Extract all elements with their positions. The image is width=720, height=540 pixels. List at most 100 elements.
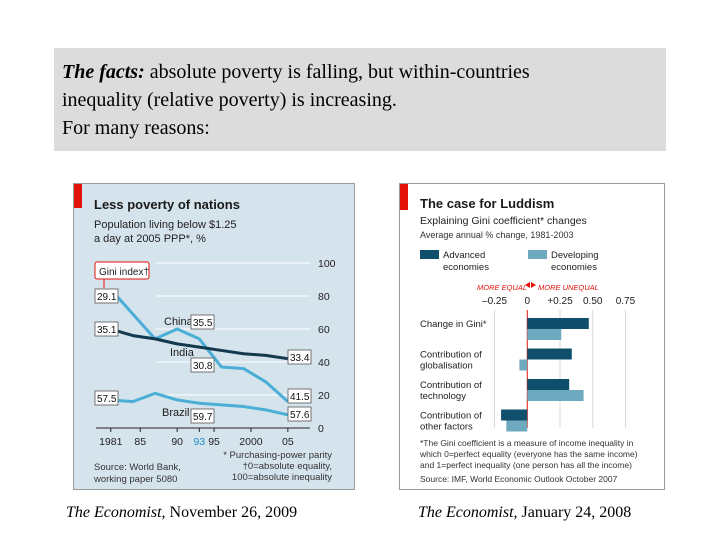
header-line-1: The facts: absolute poverty is falling, … bbox=[62, 58, 658, 86]
y-tick-label: 60 bbox=[318, 324, 330, 336]
value-box-text: 59.7 bbox=[193, 412, 213, 423]
x-tick-label: 90 bbox=[171, 436, 183, 448]
y-tick-label: 40 bbox=[318, 357, 330, 369]
y-tick-label: 80 bbox=[318, 291, 330, 303]
x-tick-label: 0.75 bbox=[616, 296, 636, 307]
direction-more-unequal: MORE UNEQUAL bbox=[538, 283, 599, 292]
value-box-35-5: 35.5 bbox=[190, 314, 215, 330]
luddism-footnote-3: and 1=perfect inequality (one person has… bbox=[420, 460, 632, 470]
bar-developing bbox=[519, 359, 528, 371]
legend-label-developing-1: Developing bbox=[551, 250, 599, 261]
category-label: Contribution of bbox=[420, 411, 482, 422]
gini-index-label: Gini index† bbox=[99, 267, 149, 278]
header-line-2: inequality (relative poverty) is increas… bbox=[62, 89, 397, 111]
value-box-59-7: 59.7 bbox=[190, 408, 215, 424]
poverty-chart-source-1: Source: World Bank, bbox=[94, 462, 181, 473]
luddism-chart-categories: Change in Gini* Contribution of globalisat… bbox=[420, 319, 487, 433]
bar-advanced bbox=[527, 379, 570, 390]
luddism-footnote-1: *The Gini coefficient is a measure of in… bbox=[420, 438, 634, 448]
poverty-chart-title: Less poverty of nations bbox=[94, 197, 240, 212]
poverty-chart-source-2: working paper 5080 bbox=[93, 474, 177, 485]
series-line-india bbox=[110, 327, 289, 361]
bar-developing bbox=[506, 420, 528, 432]
arrow-right-icon bbox=[531, 282, 536, 288]
series-line-china bbox=[109, 288, 289, 403]
bar-advanced bbox=[527, 318, 589, 329]
y-tick-label: 0 bbox=[318, 423, 324, 435]
legend-swatch-developing bbox=[528, 250, 547, 259]
series-label-china: China bbox=[164, 316, 194, 328]
value-box-text: 57.5 bbox=[97, 394, 117, 405]
poverty-chart-footnote-3: 100=absolute inequality bbox=[232, 472, 332, 483]
luddism-chart-subtitle-2: Average annual % change, 1981-2003 bbox=[420, 230, 573, 240]
x-tick-label: 95 bbox=[208, 436, 220, 448]
category-label: other factors bbox=[420, 422, 473, 433]
poverty-chart-subtitle-2: a day at 2005 PPP*, % bbox=[94, 233, 206, 245]
poverty-chart-series bbox=[109, 288, 289, 417]
luddism-chart-subtitle: Explaining Gini coefficient* changes bbox=[420, 215, 587, 227]
x-tick-label: 85 bbox=[134, 436, 146, 448]
x-tick-label: 05 bbox=[282, 436, 294, 448]
legend-label-advanced-1: Advanced bbox=[443, 250, 485, 261]
caption-right-source: The Economist bbox=[418, 504, 514, 521]
luddism-chart-x-ticks: –0.25 0 +0.25 0.50 0.75 bbox=[482, 296, 636, 307]
series-label-india: India bbox=[170, 347, 195, 359]
series-line-brazil bbox=[110, 391, 289, 417]
x-tick-label: +0.25 bbox=[547, 296, 573, 307]
caption-left-source: The Economist bbox=[66, 504, 162, 521]
header-lead: The facts: bbox=[62, 61, 145, 83]
value-box-29-1: 29.1 bbox=[94, 288, 119, 304]
value-box-57-6: 57.6 bbox=[287, 406, 312, 422]
x-tick-label: 0 bbox=[524, 296, 530, 307]
value-box-text: 57.6 bbox=[290, 410, 310, 421]
poverty-chart-red-tag bbox=[74, 184, 82, 208]
luddism-footnote-2: which 0=perfect equality (everyone has t… bbox=[419, 449, 638, 459]
bar-developing bbox=[527, 390, 584, 401]
caption-right: The Economist, January 24, 2008 bbox=[418, 504, 631, 522]
poverty-chart-footnote-1: * Purchasing-power parity bbox=[223, 450, 332, 461]
caption-left-date: , November 26, 2009 bbox=[161, 504, 298, 521]
series-label-brazil: Brazil bbox=[162, 407, 190, 419]
poverty-chart-y-ticks: 100 80 60 40 20 0 bbox=[318, 258, 336, 435]
luddism-source: Source: IMF, World Economic Outlook Octo… bbox=[420, 474, 618, 484]
bar-advanced bbox=[501, 409, 528, 421]
x-tick-label: 1981 bbox=[99, 436, 123, 448]
x-tick-label: –0.25 bbox=[482, 296, 507, 307]
value-box-35-1: 35.1 bbox=[94, 321, 119, 337]
direction-more-equal: MORE EQUAL bbox=[477, 283, 527, 292]
y-tick-label: 20 bbox=[318, 390, 330, 402]
poverty-chart-grid bbox=[96, 262, 310, 429]
poverty-chart-subtitle-1: Population living below $1.25 bbox=[94, 219, 237, 231]
arrow-left-icon bbox=[525, 282, 530, 288]
value-box-30-8: 30.8 bbox=[190, 357, 215, 373]
caption-left: The Economist, November 26, 2009 bbox=[66, 504, 297, 522]
value-box-text: 35.1 bbox=[97, 325, 117, 336]
value-box-text: 29.1 bbox=[97, 292, 117, 303]
poverty-chart-x-ticks: 1981 85 90 93 95 2000 05 bbox=[99, 428, 294, 448]
poverty-chart: Less poverty of nations Population livin… bbox=[74, 184, 336, 485]
legend-label-developing-2: economies bbox=[551, 262, 597, 273]
value-box-33-4: 33.4 bbox=[287, 349, 312, 365]
value-box-text: 35.5 bbox=[193, 318, 213, 329]
legend-swatch-advanced bbox=[420, 250, 439, 259]
gini-index-box bbox=[94, 261, 150, 280]
luddism-chart-panel: The case for Luddism Explaining Gini coe… bbox=[399, 183, 665, 490]
header-line-1-text: absolute poverty is falling, but within-… bbox=[149, 61, 530, 83]
luddism-chart-title: The case for Luddism bbox=[420, 196, 554, 211]
category-label: Contribution of bbox=[420, 380, 482, 391]
poverty-chart-panel: Less poverty of nations Population livin… bbox=[73, 183, 355, 490]
header-box: The facts: absolute poverty is falling, … bbox=[54, 48, 666, 151]
x-tick-label: 2000 bbox=[239, 436, 263, 448]
y-tick-label: 100 bbox=[318, 258, 336, 270]
category-label: globalisation bbox=[420, 361, 473, 372]
poverty-chart-footnote-2: †0=absolute equality, bbox=[243, 461, 332, 472]
luddism-chart-bars bbox=[501, 318, 589, 432]
category-label: Change in Gini* bbox=[420, 319, 487, 330]
caption-right-date: , January 24, 2008 bbox=[513, 504, 632, 521]
luddism-chart: The case for Luddism Explaining Gini coe… bbox=[400, 184, 638, 484]
bar-developing bbox=[527, 329, 562, 340]
value-box-57-5: 57.5 bbox=[94, 390, 119, 406]
value-box-text: 30.8 bbox=[193, 361, 213, 372]
category-label: technology bbox=[420, 391, 466, 402]
value-box-text: 41.5 bbox=[290, 392, 310, 403]
